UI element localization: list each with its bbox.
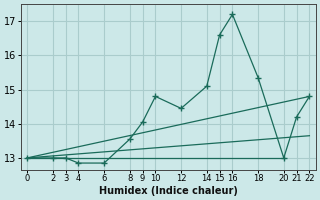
- X-axis label: Humidex (Indice chaleur): Humidex (Indice chaleur): [99, 186, 238, 196]
